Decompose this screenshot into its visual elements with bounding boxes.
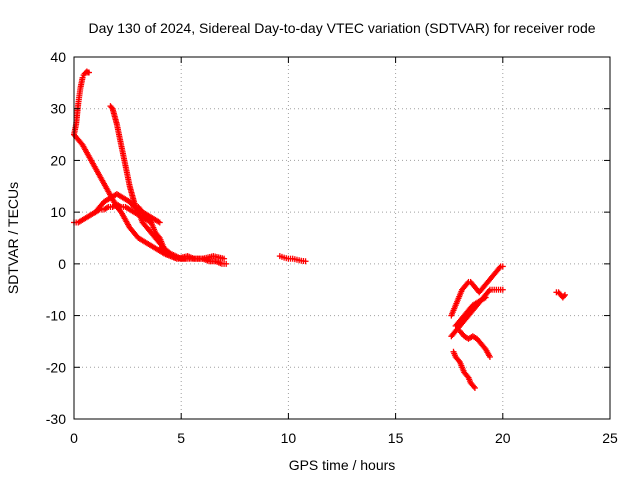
series-track-13	[452, 294, 489, 329]
series-track-2	[71, 131, 189, 262]
data-point	[113, 121, 122, 136]
data-point	[499, 286, 506, 293]
data-point	[178, 255, 204, 262]
y-tick-label: 40	[50, 49, 66, 65]
data-point	[302, 258, 309, 265]
y-tick-label: -30	[46, 411, 66, 427]
data-point	[482, 346, 493, 359]
data-point	[118, 141, 126, 157]
series-track-7	[135, 203, 228, 262]
series-track-14	[553, 289, 568, 301]
y-tick-label: 20	[50, 152, 66, 168]
data-point	[86, 69, 93, 76]
x-axis-label: GPS time / hours	[289, 457, 396, 473]
plot-frame	[73, 56, 611, 420]
x-tick-label: 5	[177, 430, 185, 446]
x-tick-label: 15	[388, 430, 404, 446]
data-point	[124, 172, 133, 188]
data-point	[499, 263, 506, 270]
data-point	[161, 245, 173, 256]
x-tick-label: 25	[602, 430, 618, 446]
data-point	[452, 319, 462, 329]
data-point	[88, 157, 98, 170]
data-point	[116, 131, 124, 147]
data-point	[126, 183, 135, 196]
series-track-9	[448, 263, 506, 319]
data-point	[156, 219, 163, 226]
series-track-12	[456, 328, 493, 360]
data-point	[448, 309, 456, 319]
y-axis-label: SDTVAR / TECUs	[5, 182, 21, 294]
series-track-5	[92, 191, 163, 226]
chart-title: Day 130 of 2024, Sidereal Day-to-day VTE…	[88, 20, 595, 36]
data-point	[561, 291, 568, 298]
axis-ticks: 0 5 10 15 20 25 -30 -20 -10 0 10 20 30 40	[46, 49, 618, 446]
series-track-8	[276, 253, 309, 265]
data-point	[122, 196, 132, 204]
data-point	[120, 152, 129, 167]
data-point	[118, 209, 128, 222]
series-track-3	[107, 103, 168, 252]
x-tick-label: 0	[70, 430, 78, 446]
grid	[74, 57, 610, 419]
data-point	[73, 112, 81, 128]
data-point	[148, 219, 158, 235]
y-tick-label: 0	[58, 256, 66, 272]
data-point	[122, 162, 131, 178]
data-point	[482, 294, 489, 301]
y-tick-label: 10	[50, 204, 66, 220]
data-point	[456, 359, 465, 369]
y-tick-label: -10	[46, 308, 66, 324]
data-point	[459, 364, 467, 374]
data-point	[471, 384, 478, 391]
data-point	[454, 293, 463, 304]
y-tick-label: -20	[46, 359, 66, 375]
x-tick-label: 10	[281, 430, 297, 446]
y-tick-label: 30	[50, 101, 66, 117]
data-point	[76, 86, 84, 99]
data-point	[223, 260, 230, 267]
x-tick-label: 20	[495, 430, 511, 446]
data-point	[221, 255, 228, 262]
data-point	[109, 105, 118, 118]
data-point	[486, 353, 493, 360]
series-track-11	[450, 348, 478, 391]
data-marks	[71, 68, 568, 391]
